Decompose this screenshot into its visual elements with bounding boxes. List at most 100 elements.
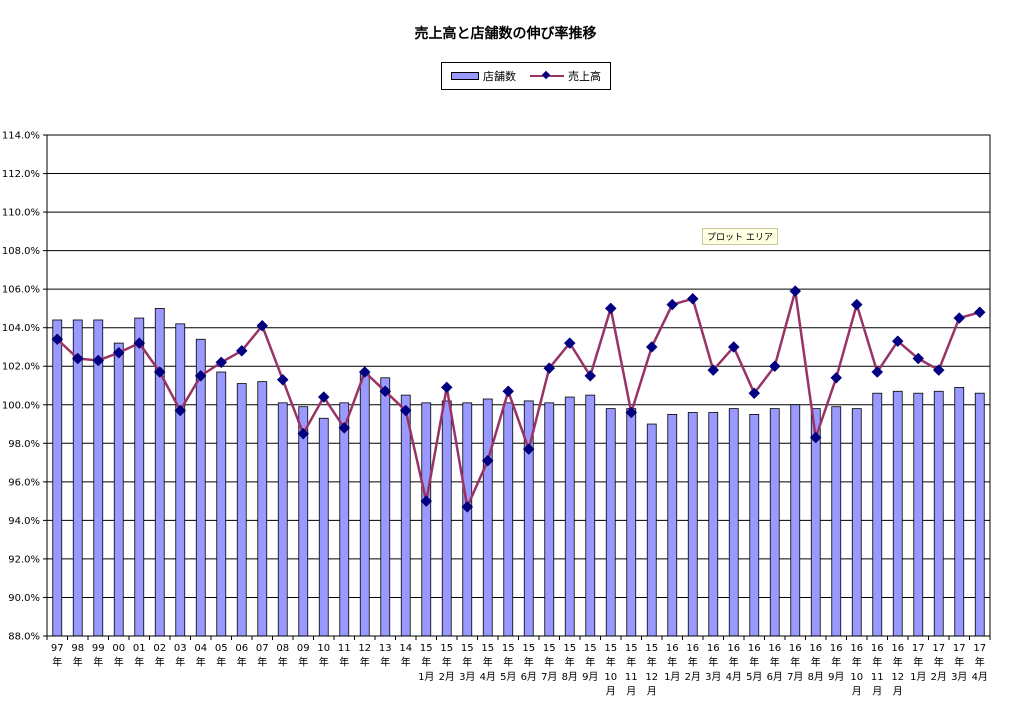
x-tick-label: 15 [440,643,453,654]
line-point [481,454,494,467]
x-tick-label: 6月 [767,671,783,683]
legend-entry-line: 売上高 [530,68,601,84]
line-point [953,312,966,324]
x-tick-label: 年 [237,656,247,669]
x-tick-label: 11 [338,643,351,654]
line-point [256,319,269,332]
x-tick-label: 09 [297,643,310,654]
x-tick-label: 16 [707,643,720,654]
x-tick-label: 年 [380,656,390,669]
line-point [420,495,433,507]
x-tick-label: 年 [872,656,882,669]
x-tick-label: 年 [401,656,411,669]
line-point [973,306,986,319]
x-tick-label: 5月 [746,671,762,683]
x-tick-label: 03 [174,643,187,654]
x-tick-label: 月 [647,686,657,698]
y-tick-label: 90.0% [8,593,40,604]
x-tick-label: 15 [481,643,494,654]
x-tick-label: 年 [749,656,759,669]
bar [831,406,842,637]
x-tick-label: 年 [811,656,821,669]
x-tick-label: 08 [276,643,289,654]
bar [154,308,165,637]
bar [503,402,514,637]
x-tick-label: 4月 [480,671,496,683]
x-tick-label: 年 [544,656,554,669]
line-point [276,373,289,386]
x-tick-label: 年 [524,656,534,669]
x-tick-label: 04 [194,643,207,654]
x-tick-label: 15 [563,643,576,654]
x-tick-label: 年 [831,656,841,669]
x-tick-label: 年 [73,656,83,669]
x-tick-label: 年 [708,656,718,669]
x-tick-label: 年 [893,656,903,669]
y-tick-label: 96.0% [8,477,40,488]
legend-label-bar: 店舗数 [483,70,516,83]
series-line [56,289,981,509]
bar [564,396,575,637]
x-tick-label: 年 [770,656,780,669]
x-tick-label: 15 [584,643,597,654]
bar [585,394,596,637]
line-point [789,285,802,297]
x-tick-label: 年 [114,656,124,669]
bar [872,392,883,637]
line-point [92,354,105,367]
x-tick-label: 17 [953,643,966,654]
line-point [317,391,330,403]
line-point [604,302,617,315]
line-point [625,406,638,419]
x-tick-label: 年 [975,656,985,669]
y-tick-label: 114.0% [2,131,40,142]
x-tick-label: 97 [51,643,64,654]
x-tick-label: 3月 [705,671,721,683]
line-point [830,371,843,384]
line-point [522,443,535,455]
x-tick-label: 年 [216,656,226,669]
legend-entry-bar: 店舗数 [451,68,516,84]
y-tick-label: 98.0% [8,439,40,450]
x-tick-label: 16 [850,643,863,654]
line-point [338,422,351,434]
x-tick-label: 月 [872,686,882,698]
x-tick-label: 4月 [972,671,988,683]
x-tick-label: 12 [358,643,371,654]
line-point [707,364,720,376]
line-point [440,381,453,394]
bar [605,408,616,637]
bar [52,319,63,637]
line-point [666,298,679,311]
x-tick-label: 年 [421,656,431,669]
x-tick-label: 15 [461,643,474,654]
x-tick-label: 06 [235,643,248,654]
x-tick-label: 02 [153,643,166,654]
x-tick-label: 年 [954,656,964,669]
x-tick-label: 4月 [726,671,742,683]
bar [790,404,801,637]
y-tick-label: 92.0% [8,554,40,565]
y-tick-label: 88.0% [8,632,40,643]
bar [441,400,452,637]
bar [892,390,903,637]
legend-label-line: 売上高 [568,70,601,83]
chart-title: 売上高と店舗数の伸び率推移 [414,26,597,42]
x-tick-label: 2月 [439,671,455,683]
y-tick-label: 106.0% [2,285,40,296]
x-tick-label: 16 [686,643,699,654]
bar [72,319,83,637]
x-tick-label: 2月 [685,671,701,683]
line-point [502,385,515,398]
line-point [768,360,781,373]
x-tick-label: 15 [502,643,515,654]
x-tick-label: 16 [830,643,843,654]
bar [913,392,924,637]
x-tick-label: 10 [604,672,617,683]
x-tick-label: 12 [891,672,904,683]
x-tick-label: 16 [789,643,802,654]
bar [851,408,862,637]
x-tick-label: 15 [625,643,638,654]
y-tick-label: 112.0% [2,169,40,180]
bar [380,377,391,637]
